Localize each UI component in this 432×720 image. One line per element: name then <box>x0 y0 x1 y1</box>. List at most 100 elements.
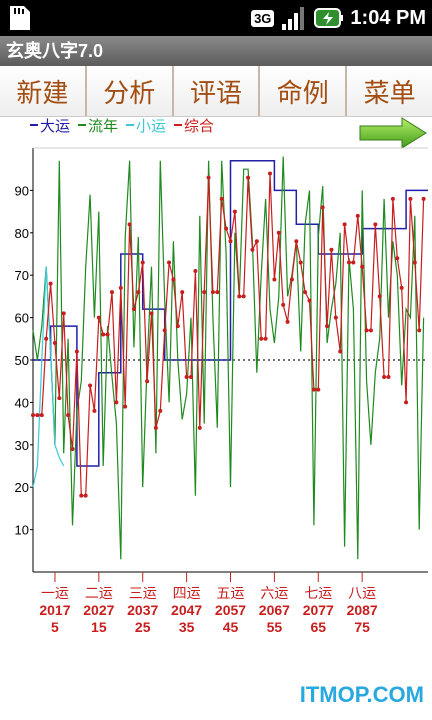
status-bar: 3G 1:04 PM <box>0 0 432 36</box>
series-point-综合 <box>377 294 382 299</box>
series-point-综合 <box>44 336 49 341</box>
series-point-综合 <box>325 324 330 329</box>
x-group-label: 三运 <box>129 586 157 602</box>
y-tick-label: 10 <box>15 523 29 538</box>
chart-legend: 大运 流年 小运 综合 <box>30 114 214 136</box>
series-point-综合 <box>74 349 79 354</box>
legend-item: 综合 <box>174 114 214 136</box>
series-point-综合 <box>404 400 409 405</box>
x-group-year: 2067 <box>259 602 290 618</box>
y-tick-label: 50 <box>15 353 29 368</box>
series-point-综合 <box>421 196 426 201</box>
y-tick-label: 20 <box>15 480 29 495</box>
x-group-age: 75 <box>354 619 370 635</box>
x-group-age: 5 <box>51 619 59 635</box>
menu-cases[interactable]: 命例 <box>260 66 348 116</box>
series-point-综合 <box>83 493 88 498</box>
series-point-综合 <box>61 311 66 316</box>
app-title: 玄奥八字7.0 <box>0 36 432 66</box>
series-point-综合 <box>281 302 286 307</box>
series-point-综合 <box>180 290 185 295</box>
menu-new[interactable]: 新建 <box>0 66 87 116</box>
legend-item: 大运 <box>30 114 70 136</box>
x-group-age: 45 <box>223 619 239 635</box>
x-group-label: 一运 <box>41 586 69 602</box>
battery-charging-icon <box>314 8 344 28</box>
series-point-综合 <box>412 260 417 265</box>
menu-analyze[interactable]: 分析 <box>87 66 174 116</box>
x-group-year: 2077 <box>303 602 334 618</box>
series-point-综合 <box>224 226 229 231</box>
series-point-综合 <box>197 425 202 430</box>
legend-label: 小运 <box>136 116 167 135</box>
series-point-综合 <box>48 281 53 286</box>
network-type-icon: 3G <box>251 9 275 27</box>
series-point-综合 <box>268 171 272 176</box>
series-point-综合 <box>303 290 308 295</box>
clock: 1:04 PM <box>350 6 426 29</box>
legend-label: 流年 <box>88 116 119 135</box>
series-point-综合 <box>408 196 413 201</box>
x-group-age: 15 <box>91 619 107 635</box>
series-point-综合 <box>399 285 404 290</box>
x-group-year: 2037 <box>127 602 158 618</box>
series-point-综合 <box>298 260 303 265</box>
x-group-year: 2047 <box>171 602 202 618</box>
series-point-综合 <box>193 268 198 273</box>
menu-comment[interactable]: 评语 <box>174 66 261 116</box>
series-point-综合 <box>259 336 264 341</box>
legend-swatch <box>30 124 38 126</box>
y-tick-label: 40 <box>15 395 29 410</box>
x-group-age: 25 <box>135 619 151 635</box>
x-group-year: 2057 <box>215 602 246 618</box>
series-point-综合 <box>246 175 251 180</box>
series-point-综合 <box>127 222 132 227</box>
series-point-综合 <box>145 379 150 384</box>
x-group-label: 八运 <box>348 586 376 602</box>
menu-menu[interactable]: 菜单 <box>363 78 416 109</box>
series-point-综合 <box>88 383 93 388</box>
series-point-综合 <box>285 319 290 324</box>
series-point-综合 <box>329 247 334 252</box>
series-point-综合 <box>360 264 365 269</box>
series-point-综合 <box>342 222 347 227</box>
x-group-label: 七运 <box>304 586 332 602</box>
series-point-综合 <box>189 374 193 379</box>
series-point-综合 <box>254 239 259 244</box>
series-point-综合 <box>228 239 233 244</box>
series-point-综合 <box>320 205 325 210</box>
series-point-综合 <box>338 349 343 354</box>
series-point-综合 <box>96 315 101 320</box>
series-point-综合 <box>307 298 312 303</box>
series-point-综合 <box>35 413 40 418</box>
x-group-year: 2017 <box>39 602 70 618</box>
series-point-综合 <box>219 196 224 201</box>
series-line-小运 <box>32 266 65 488</box>
x-group-year: 2087 <box>347 602 378 618</box>
series-point-综合 <box>114 400 119 405</box>
legend-swatch <box>78 124 87 126</box>
series-point-综合 <box>110 290 114 295</box>
x-group-label: 六运 <box>260 586 288 602</box>
series-point-综合 <box>158 408 163 413</box>
x-group-age: 35 <box>179 619 195 635</box>
next-arrow-icon[interactable] <box>358 116 428 150</box>
y-tick-label: 80 <box>15 226 29 241</box>
series-point-综合 <box>131 307 136 312</box>
series-point-综合 <box>167 260 172 265</box>
series-point-综合 <box>417 328 422 333</box>
series-point-综合 <box>149 311 154 316</box>
series-point-综合 <box>184 374 189 379</box>
fortune-line-chart: 102030405060708090一运20175二运202715三运20372… <box>15 147 428 635</box>
series-point-综合 <box>289 277 294 282</box>
series-point-综合 <box>347 260 351 265</box>
series-point-综合 <box>355 213 360 218</box>
x-group-label: 二运 <box>85 586 113 602</box>
y-tick-label: 90 <box>15 183 29 198</box>
x-group-age: 55 <box>267 619 283 635</box>
series-point-综合 <box>276 230 281 235</box>
series-point-综合 <box>123 404 128 409</box>
legend-label: 大运 <box>40 116 71 135</box>
series-point-综合 <box>294 239 299 244</box>
series-point-综合 <box>105 332 110 337</box>
